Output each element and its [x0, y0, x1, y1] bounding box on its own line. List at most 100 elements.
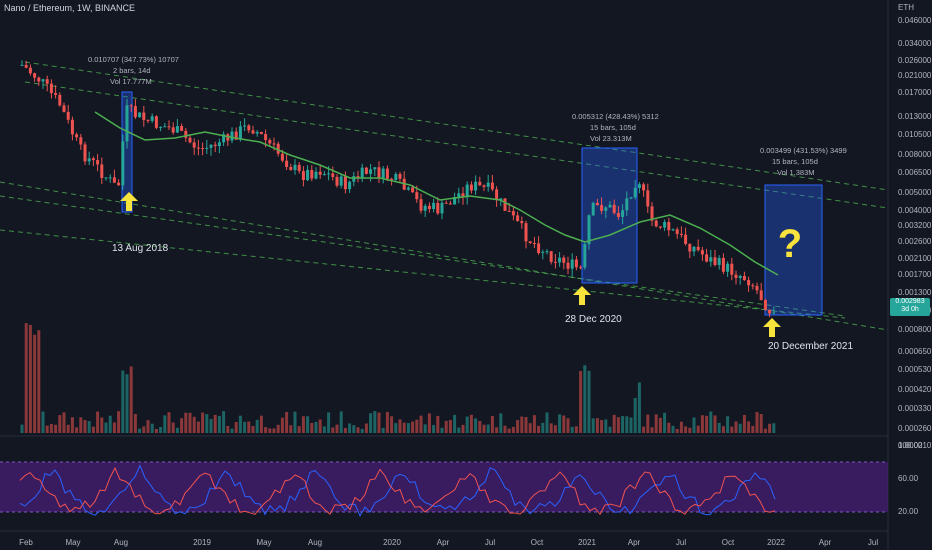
candle-body [24, 64, 28, 68]
candle-body [700, 250, 704, 255]
candle-body [133, 106, 137, 118]
volume-bar [276, 424, 280, 433]
time-tick-label: Apr [628, 538, 641, 547]
candle-body [289, 167, 293, 171]
volume-bar [742, 414, 746, 433]
volume-bar [671, 425, 675, 433]
candle-body [159, 126, 163, 128]
candle-body [238, 126, 242, 140]
time-tick-label: 2022 [767, 538, 785, 547]
volume-bar [41, 411, 45, 433]
candle-body [58, 94, 62, 106]
volume-bar [167, 412, 171, 433]
candle-body [549, 251, 553, 262]
volume-bar [738, 423, 742, 433]
candle-body [70, 119, 74, 135]
candle-body [264, 134, 268, 140]
volume-bar [297, 426, 301, 433]
candle-body [222, 134, 226, 143]
volume-bar [251, 426, 255, 433]
volume-bar [54, 424, 58, 433]
volume-bar [684, 426, 688, 433]
volume-bar [713, 415, 717, 433]
candle-body [495, 189, 499, 201]
volume-bar [108, 415, 112, 433]
volume-bar [482, 424, 486, 433]
candle-body [381, 168, 385, 179]
candle-body [755, 285, 759, 291]
candle-body [41, 79, 45, 82]
candle-body [747, 280, 751, 286]
candle-body [558, 257, 562, 263]
volume-bar [377, 412, 381, 433]
volume-bar [264, 427, 268, 433]
volume-bar [243, 421, 247, 433]
price-tick-label: 0.002100 [898, 254, 932, 263]
volume-bar [616, 417, 620, 433]
price-tick-label: 0.021000 [898, 71, 932, 80]
volume-bar [259, 415, 263, 433]
candle-body [490, 182, 494, 190]
volume-bar [196, 421, 200, 433]
candle-body [474, 181, 478, 191]
channel-line [0, 195, 846, 317]
price-tick-label: 0.000530 [898, 365, 932, 374]
candle-body [469, 184, 473, 191]
candle-body [327, 173, 331, 175]
candle-body [62, 105, 66, 112]
volume-bar [348, 423, 352, 433]
candle-body [209, 144, 213, 148]
volume-bar [364, 423, 368, 433]
volume-bar [558, 414, 562, 433]
candle-body [625, 198, 629, 211]
volume-bar [528, 423, 532, 433]
candle-body [650, 206, 654, 221]
candle-body [562, 257, 566, 263]
candle-body [478, 181, 482, 186]
volume-bar [117, 411, 121, 433]
price-tick-label: 0.000800 [898, 325, 932, 334]
volume-bar [726, 416, 730, 433]
time-tick-label: Oct [531, 538, 544, 547]
candle-body [436, 202, 440, 214]
volume-bar [222, 411, 226, 433]
volume-bar [612, 414, 616, 433]
candle-body [398, 173, 402, 179]
up-arrow-icon [763, 318, 781, 337]
candle-body [427, 205, 431, 209]
rsi-tick-label: 20.00 [898, 507, 919, 516]
candle-body [272, 143, 276, 145]
candle-body [759, 290, 763, 301]
volume-bar [511, 426, 515, 433]
volume-bar [146, 420, 150, 433]
volume-bar [730, 426, 734, 433]
price-tick-label: 0.005000 [898, 188, 932, 197]
candle-body [520, 221, 524, 224]
candle-body [738, 276, 742, 278]
price-tick-label: 0.000420 [898, 385, 932, 394]
volume-bar [125, 374, 129, 433]
candle-body [574, 259, 578, 268]
candle-body [28, 67, 32, 74]
candle-body [255, 131, 259, 134]
candle-body [734, 274, 738, 278]
candle-body [91, 158, 95, 161]
time-tick-label: Jul [485, 538, 495, 547]
candle-body [251, 130, 255, 134]
volume-bar [104, 422, 108, 433]
volume-bar [650, 427, 654, 433]
volume-bar [314, 421, 318, 433]
candle-body [247, 125, 251, 131]
volume-bar [83, 420, 87, 433]
date-label-2020: 28 Dec 2020 [565, 314, 622, 325]
candle-body [621, 210, 625, 217]
volume-bar [49, 423, 53, 433]
volume-bar [532, 415, 536, 433]
volume-bar [444, 420, 448, 433]
time-tick-label: 2020 [383, 538, 401, 547]
candle-body [684, 234, 688, 244]
volume-bar [79, 417, 83, 433]
candle-body [167, 126, 171, 128]
price-tick-label: 0.001300 [898, 288, 932, 297]
